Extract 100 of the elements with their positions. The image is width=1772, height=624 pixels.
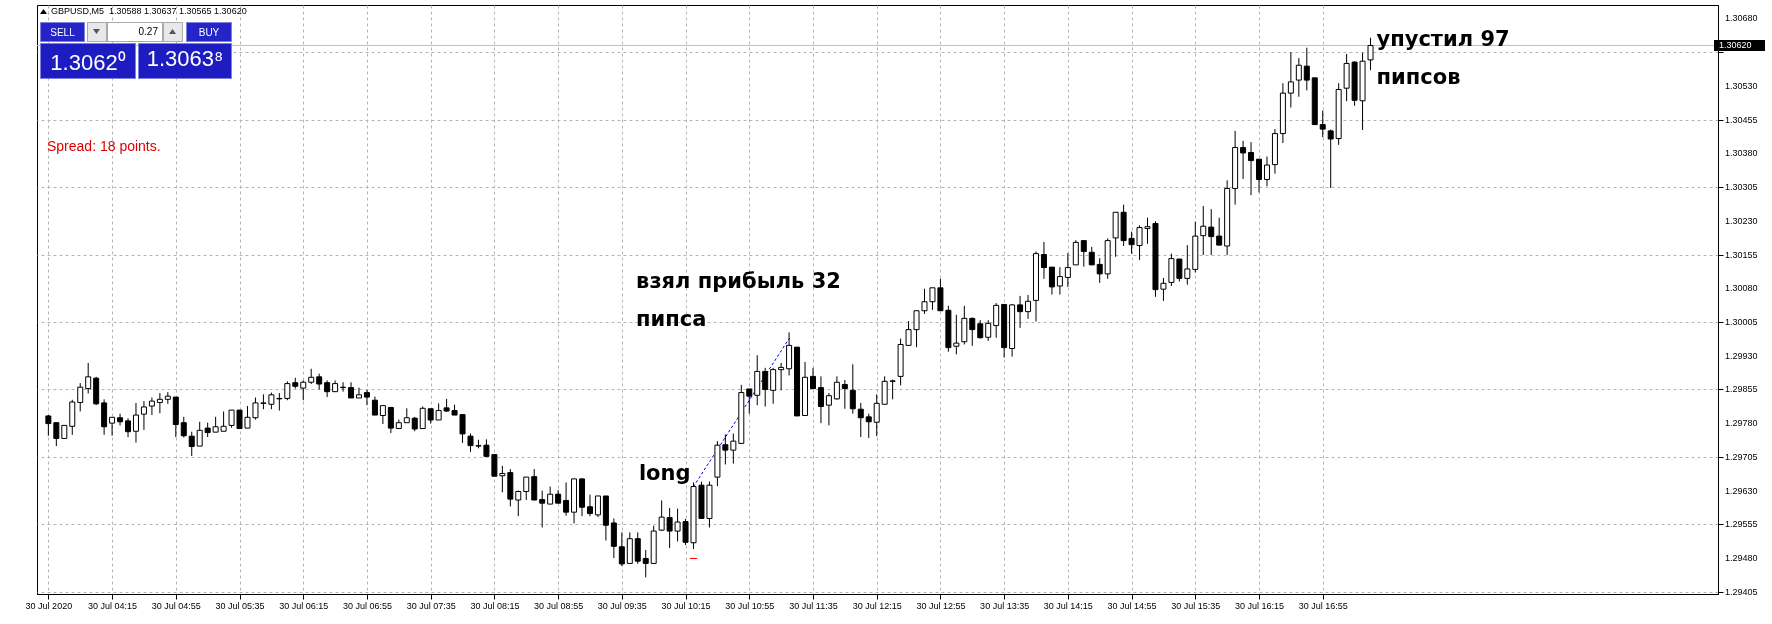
annotation: long xyxy=(638,460,691,485)
candlestick xyxy=(594,495,601,518)
candlestick xyxy=(77,382,84,412)
candlestick xyxy=(786,331,793,376)
candlestick xyxy=(1080,240,1087,268)
y-tick-label: 1.30680 xyxy=(1725,13,1758,24)
candlestick xyxy=(1327,129,1334,189)
annotation: взял прибыль 32 пипса xyxy=(636,268,841,331)
annotation: Spread: 18 points. xyxy=(47,138,161,154)
x-tick-label: 30 Jul 14:15 xyxy=(1043,600,1093,611)
x-tick-label: 30 Jul 07:35 xyxy=(406,600,456,611)
y-tick-label: 1.29930 xyxy=(1725,350,1758,361)
candlestick xyxy=(132,402,139,443)
x-tick-label: 30 Jul 04:55 xyxy=(151,600,201,611)
chart-title: GBPUSD,M5 1.30588 1.30637 1.30565 1.30620 xyxy=(51,6,247,16)
x-tick-label: 30 Jul 10:55 xyxy=(725,600,775,611)
candlestick xyxy=(642,549,649,578)
candlestick xyxy=(1048,266,1055,296)
candlestick xyxy=(610,517,617,559)
x-tick-label: 30 Jul 08:15 xyxy=(470,600,520,611)
candlestick xyxy=(419,406,426,430)
x-tick-label: 30 Jul 12:55 xyxy=(916,600,966,611)
x-tick-label: 30 Jul 05:35 xyxy=(215,600,265,611)
candlestick xyxy=(196,421,203,447)
x-tick-label: 30 Jul 13:35 xyxy=(980,600,1030,611)
annotation: 1.3062⁰ xyxy=(50,49,126,76)
annotation: 1.3063⁸ xyxy=(146,46,224,72)
y-tick-label: 1.29855 xyxy=(1725,384,1758,395)
candlestick xyxy=(849,363,856,415)
candlestick xyxy=(1295,57,1302,98)
y-tick-label: 1.29555 xyxy=(1725,519,1758,530)
candlestick xyxy=(833,375,840,401)
x-tick-label: 30 Jul 04:15 xyxy=(88,600,138,611)
candlestick xyxy=(188,431,195,457)
candlestick xyxy=(1056,266,1063,296)
candlestick xyxy=(379,405,386,425)
buy-button: BUY xyxy=(186,22,232,42)
candlestick xyxy=(586,494,593,517)
candlestick xyxy=(523,476,530,501)
y-tick-label: 1.29405 xyxy=(1725,586,1758,597)
candlestick xyxy=(634,531,641,565)
candlestick xyxy=(746,388,753,415)
candlestick xyxy=(539,490,546,528)
x-tick-label: 30 Jul 16:55 xyxy=(1298,600,1348,611)
candlestick xyxy=(109,416,116,437)
candlestick xyxy=(977,319,984,340)
candlestick xyxy=(140,400,147,431)
x-tick-label: 30 Jul 2020 xyxy=(25,600,73,611)
candlestick xyxy=(1040,241,1047,280)
candlestick xyxy=(515,490,522,517)
candlestick xyxy=(1240,140,1247,180)
candlestick xyxy=(563,481,570,517)
candlestick xyxy=(117,413,124,426)
x-tick-label: 30 Jul 09:35 xyxy=(597,600,647,611)
candlestick xyxy=(993,302,1000,339)
candlestick xyxy=(1208,208,1215,256)
candlestick xyxy=(284,380,291,401)
x-tick-label: 30 Jul 16:15 xyxy=(1234,600,1285,611)
candlestick xyxy=(1216,217,1223,246)
candlestick xyxy=(961,305,968,345)
candlestick xyxy=(1248,141,1255,196)
candlestick xyxy=(985,319,992,342)
candlestick xyxy=(1303,47,1310,91)
candlestick xyxy=(857,402,864,438)
candlestick xyxy=(841,379,848,410)
candlestick xyxy=(1256,158,1263,193)
candlestick xyxy=(101,398,108,436)
candlestick xyxy=(180,416,187,439)
y-tick-label: 1.29480 xyxy=(1725,553,1758,564)
y-tick-label: 1.30380 xyxy=(1725,148,1758,159)
x-tick-label: 30 Jul 12:15 xyxy=(852,600,902,611)
lot-field: 0.27 xyxy=(107,22,163,42)
candlestick xyxy=(363,389,370,406)
y-tick-label: 1.30005 xyxy=(1725,316,1758,327)
candlestick xyxy=(387,406,394,434)
y-tick-label: 1.30305 xyxy=(1725,182,1758,193)
candlestick xyxy=(762,367,769,408)
y-tick-label: 1.30155 xyxy=(1725,249,1758,260)
candlestick xyxy=(809,367,816,390)
x-tick-label: 30 Jul 06:15 xyxy=(279,600,329,611)
candlestick xyxy=(817,375,824,424)
candlestick xyxy=(148,397,155,416)
x-tick-label: 30 Jul 08:55 xyxy=(534,600,584,611)
candlestick xyxy=(865,413,872,439)
x-tick-label: 30 Jul 10:15 xyxy=(661,600,711,611)
x-tick-label: 30 Jul 11:35 xyxy=(789,600,838,611)
x-tick-label: 30 Jul 14:55 xyxy=(1107,600,1157,611)
candlestick xyxy=(1064,252,1071,288)
candlestick xyxy=(300,379,307,401)
buy-price-panel: 1.3063⁸ xyxy=(138,43,232,79)
y-tick-label: 1.30080 xyxy=(1725,283,1758,294)
candlestick xyxy=(873,393,880,437)
y-tick-label: 1.30230 xyxy=(1725,215,1758,226)
x-tick-label: 30 Jul 06:55 xyxy=(342,600,392,611)
y-tick-label: 1.30530 xyxy=(1725,80,1758,91)
candlestick xyxy=(618,531,625,567)
candlestick xyxy=(356,387,362,399)
y-tick-label: 1.30455 xyxy=(1725,114,1758,125)
candlestick xyxy=(371,396,378,416)
x-tick-label: 30 Jul 15:35 xyxy=(1171,600,1221,611)
